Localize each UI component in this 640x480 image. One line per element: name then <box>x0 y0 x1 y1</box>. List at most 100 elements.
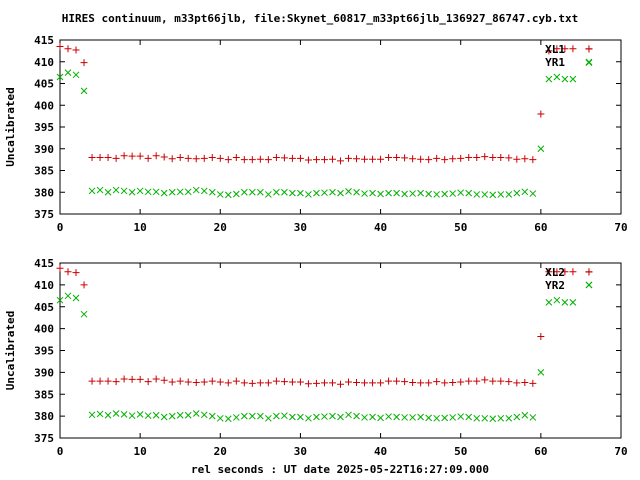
x-tick-label: 70 <box>614 221 627 234</box>
plot-frame <box>59 262 622 439</box>
data-point <box>248 156 256 164</box>
data-point <box>144 378 152 386</box>
legend-label: XL2 <box>545 266 565 279</box>
chart-panel-1: 0 10 20 30 40 50 60 70 375 380 385 390 395 400 405 410 4… <box>4 34 628 234</box>
data-point <box>265 191 272 198</box>
x-tick-label: 60 <box>534 445 547 458</box>
data-point <box>369 379 377 387</box>
data-point <box>497 377 505 385</box>
data-point <box>72 46 80 54</box>
data-point <box>176 188 184 196</box>
data-point <box>537 333 545 340</box>
data-point <box>144 412 152 420</box>
data-point <box>320 156 328 164</box>
data-point <box>96 186 104 194</box>
data-point <box>216 378 224 386</box>
data-point <box>385 377 393 385</box>
legend-marker <box>585 268 593 276</box>
data-point <box>128 188 136 196</box>
series-xl1 <box>56 43 593 165</box>
y-tick-label: 390 <box>34 143 54 156</box>
data-point <box>296 378 304 386</box>
data-point <box>264 379 272 387</box>
data-point <box>208 412 216 420</box>
data-point <box>64 69 72 76</box>
data-point <box>545 299 553 306</box>
x-axis-label: rel seconds : UT date 2025-05-22T16:27:0… <box>190 463 489 476</box>
data-point <box>144 188 152 196</box>
data-point <box>232 153 240 161</box>
data-point <box>481 191 489 198</box>
data-point <box>449 414 457 421</box>
data-point <box>417 155 425 163</box>
data-point <box>328 155 336 163</box>
data-point <box>289 413 296 421</box>
data-point <box>401 378 409 386</box>
data-point <box>441 414 449 422</box>
data-point <box>56 264 64 272</box>
data-point <box>152 411 160 419</box>
data-point <box>521 155 529 163</box>
data-point <box>353 378 361 386</box>
data-point <box>345 188 352 195</box>
data-point <box>385 413 392 420</box>
data-point <box>497 191 505 198</box>
data-point <box>104 153 112 161</box>
data-point <box>385 189 392 197</box>
data-point <box>377 379 385 387</box>
data-point <box>265 414 272 422</box>
data-point <box>401 414 408 421</box>
data-point <box>505 191 513 198</box>
data-point <box>256 379 264 387</box>
data-point <box>465 189 473 197</box>
data-point <box>505 154 513 162</box>
data-point <box>545 268 553 276</box>
legend-label: YR1 <box>545 56 565 69</box>
data-point <box>337 157 344 165</box>
data-point <box>489 191 497 199</box>
data-point <box>200 187 208 195</box>
series-yr2 <box>56 281 593 423</box>
data-point <box>200 154 208 162</box>
chart-title: HIRES continuum, m33pt66jlb, file:Skynet… <box>61 12 579 25</box>
data-point <box>345 411 352 419</box>
data-point <box>553 268 561 276</box>
data-point <box>465 377 473 385</box>
data-point <box>128 152 136 160</box>
data-point <box>200 378 208 386</box>
data-point <box>128 412 136 420</box>
data-point <box>505 414 513 422</box>
data-point <box>104 188 112 196</box>
series-yr1 <box>56 59 593 199</box>
data-point <box>465 413 473 421</box>
data-point <box>321 189 328 197</box>
data-point <box>168 188 176 196</box>
x-tick-label: 10 <box>134 445 147 458</box>
data-point <box>120 152 128 160</box>
data-point <box>513 155 521 163</box>
data-point <box>497 414 505 422</box>
x-tick-label: 30 <box>294 445 307 458</box>
data-point <box>529 414 537 421</box>
y-tick-label: 385 <box>34 388 54 401</box>
data-point <box>553 45 561 53</box>
legend-marker <box>585 45 593 53</box>
data-point <box>272 153 280 161</box>
y-tick-label: 385 <box>34 165 54 178</box>
data-point <box>320 379 328 387</box>
x-tick-label: 50 <box>454 221 467 234</box>
data-point <box>529 379 537 387</box>
data-point <box>457 413 465 420</box>
data-point <box>120 187 128 195</box>
y-tick-label: 410 <box>34 279 54 292</box>
data-point <box>337 380 344 388</box>
data-point <box>280 154 288 162</box>
data-point <box>96 377 104 385</box>
data-point <box>120 375 128 383</box>
data-point <box>441 156 449 164</box>
data-point <box>168 155 176 163</box>
plot-frame <box>59 39 622 215</box>
data-point <box>281 188 288 196</box>
data-point <box>553 296 561 304</box>
x-tick-label: 40 <box>374 445 387 458</box>
